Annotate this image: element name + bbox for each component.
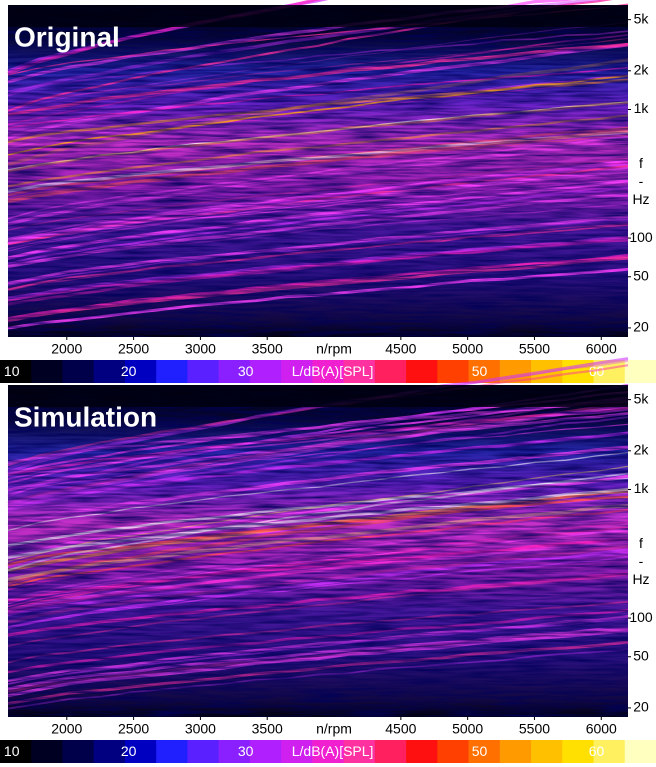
x-tick-label: 3000: [185, 721, 216, 737]
x-tick-label: 4500: [385, 341, 416, 357]
colorbar-swatch: [281, 360, 313, 383]
y-tick-label: 50: [633, 647, 649, 663]
spectrogram-image: [7, 0, 629, 337]
colorbar-swatch: [0, 740, 32, 763]
colorbar-swatch: [406, 360, 438, 383]
colorbar-swatch: [124, 740, 157, 763]
y-tick-label: 20: [633, 699, 649, 715]
colorbar-label: L/dB(A)[SPL]: [292, 743, 374, 759]
x-tick-label: 3000: [185, 341, 216, 357]
y-tick-label: 50: [633, 267, 649, 283]
colorbar-swatch: [593, 360, 626, 383]
colorbar-label: L/dB(A)[SPL]: [292, 363, 374, 379]
colorbar-swatch: [93, 360, 126, 383]
colorbar-tick-label: 30: [238, 743, 254, 759]
x-tick-label: 5500: [519, 341, 550, 357]
colorbar-swatch: [249, 740, 282, 763]
x-axis-label: n/rpm: [316, 721, 352, 737]
colorbar-swatch: [124, 360, 157, 383]
colorbar-tick-label: 50: [472, 743, 488, 759]
top-dark-band: [8, 385, 628, 407]
colorbar-swatch: [624, 360, 656, 383]
colorbar-tick-label: 10: [4, 743, 20, 759]
colorbar-swatch: [218, 360, 251, 383]
x-tick-label: 5000: [452, 341, 483, 357]
colorbar-swatch: [437, 360, 470, 383]
colorbar-swatch: [531, 740, 563, 763]
y-axis-label: f: [639, 535, 643, 551]
y-tick-label: 1k: [634, 480, 650, 496]
y-axis-label: f: [639, 155, 643, 171]
colorbar-tick-label: 10: [4, 363, 20, 379]
panel-title: Simulation: [14, 401, 157, 432]
y-tick-label: 100: [629, 229, 653, 245]
colorbar-swatch: [31, 740, 63, 763]
top-dark-band: [8, 5, 628, 27]
colorbar-swatch: [343, 740, 376, 763]
colorbar-tick-label: 60: [589, 743, 605, 759]
colorbar-swatch: [468, 360, 501, 383]
colorbar-swatch: [468, 740, 501, 763]
colorbar-swatch: [62, 360, 95, 383]
colorbar-swatch: [406, 740, 438, 763]
x-tick-label: 5000: [452, 721, 483, 737]
colorbar-tick-label: 60: [589, 363, 605, 379]
colorbar-swatch: [437, 740, 470, 763]
y-tick-label: 20: [633, 319, 649, 335]
colorbar-tick-label: 50: [472, 363, 488, 379]
colorbar-swatch: [281, 740, 313, 763]
colorbar-swatch: [31, 360, 63, 383]
colorbar-swatch: [343, 360, 376, 383]
y-axis-label: -: [639, 173, 644, 189]
y-axis-label: -: [639, 553, 644, 569]
colorbar-swatch: [312, 740, 345, 763]
colorbar-swatch: [374, 360, 407, 383]
colorbar-tick-label: 30: [238, 363, 254, 379]
y-tick-label: 1k: [634, 100, 650, 116]
panel-title: Original: [14, 21, 120, 52]
colorbar-swatch: [156, 740, 188, 763]
colorbar-swatch: [218, 740, 251, 763]
colorbar-swatch: [62, 740, 95, 763]
spectrogram-image: [7, 357, 629, 717]
x-tick-label: 6000: [586, 721, 617, 737]
spectrogram-noise: [8, 385, 628, 717]
x-tick-label: 6000: [586, 341, 617, 357]
y-axis-label: Hz: [632, 191, 649, 207]
colorbar-swatch: [499, 740, 532, 763]
colorbar-swatch: [562, 740, 595, 763]
x-tick-label: 2500: [118, 721, 149, 737]
x-axis-label: n/rpm: [316, 341, 352, 357]
colorbar-swatch: [374, 740, 407, 763]
x-tick-label: 3500: [252, 721, 283, 737]
x-tick-label: 4500: [385, 721, 416, 737]
y-tick-label: 2k: [634, 62, 650, 78]
colorbar-swatch: [187, 740, 220, 763]
colorbar-swatch: [187, 360, 220, 383]
y-tick-label: 5k: [634, 10, 650, 26]
x-tick-label: 2000: [51, 721, 82, 737]
colorbar-swatch: [593, 740, 626, 763]
colorbar-swatch: [0, 360, 32, 383]
x-tick-label: 5500: [519, 721, 550, 737]
y-tick-label: 5k: [634, 390, 650, 406]
y-tick-label: 100: [629, 609, 653, 625]
colorbar-swatch: [312, 360, 345, 383]
colorbar-swatch: [624, 740, 656, 763]
colorbar-tick-label: 20: [121, 363, 137, 379]
colorbar-swatch: [249, 360, 282, 383]
x-tick-label: 3500: [252, 341, 283, 357]
x-tick-label: 2500: [118, 341, 149, 357]
y-axis-label: Hz: [632, 571, 649, 587]
x-tick-label: 2000: [51, 341, 82, 357]
colorbar-swatch: [156, 360, 188, 383]
y-tick-label: 2k: [634, 442, 650, 458]
spectrogram-noise: [8, 5, 628, 337]
colorbar-swatch: [93, 740, 126, 763]
colorbar-tick-label: 20: [121, 743, 137, 759]
